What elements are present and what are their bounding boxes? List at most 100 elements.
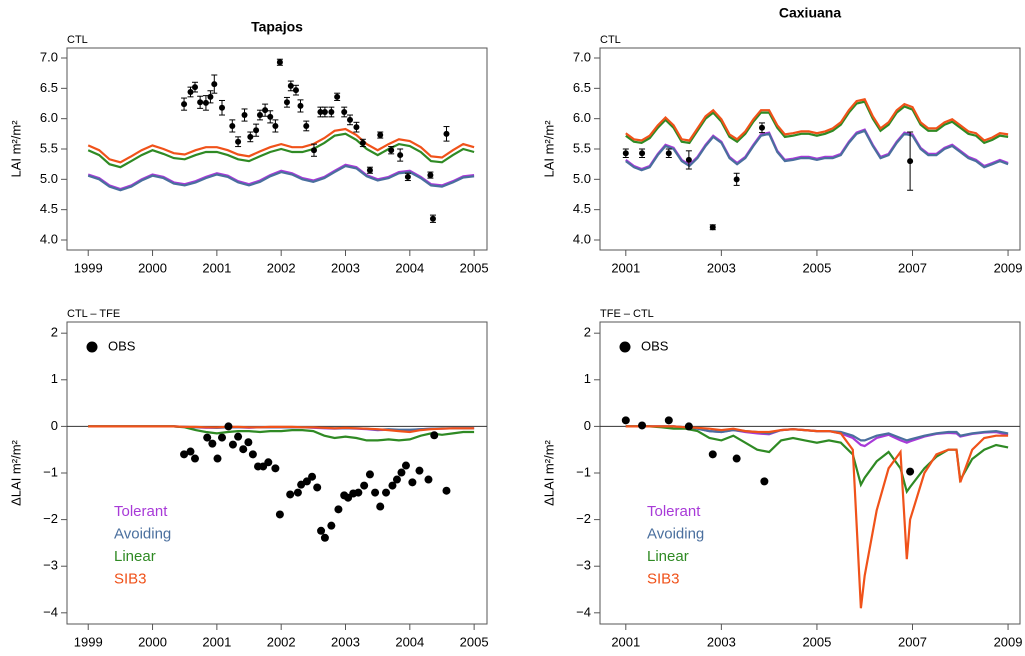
- obs-point: [638, 421, 647, 430]
- obs-point: [302, 477, 311, 486]
- obs-point: [248, 450, 257, 459]
- series-line: [87, 163, 475, 191]
- obs-point: [321, 108, 328, 115]
- obs-point: [181, 101, 188, 108]
- obs-point: [247, 133, 254, 140]
- panel-label: CTL: [600, 34, 621, 46]
- obs-point: [328, 108, 335, 115]
- panel-label: CTL: [67, 34, 88, 46]
- obs-point: [341, 108, 348, 115]
- obs-point: [366, 167, 373, 174]
- obs-point: [377, 132, 384, 139]
- obs-point: [239, 445, 248, 454]
- y-tick-label: 2: [584, 325, 591, 340]
- x-tick-label: 2004: [395, 260, 424, 275]
- obs-point: [208, 439, 217, 448]
- obs-point: [241, 112, 248, 119]
- y-axis-label: ΔLAI m²/m²: [541, 439, 556, 505]
- x-tick-label: 2000: [138, 260, 167, 275]
- y-tick-label: −1: [576, 464, 591, 479]
- obs-point: [397, 468, 406, 477]
- x-tick-label: 2003: [707, 634, 736, 649]
- y-axis-label: LAI m²/m²: [8, 120, 23, 178]
- obs-point: [207, 93, 214, 100]
- obs-point: [276, 59, 283, 66]
- obs-point: [275, 510, 284, 519]
- obs-point: [429, 215, 436, 222]
- obs-point: [283, 99, 290, 106]
- y-tick-label: −2: [576, 511, 591, 526]
- legend-label: Tolerant: [647, 503, 701, 520]
- y-tick-label: −3: [576, 558, 591, 573]
- y-tick-label: 0: [584, 418, 591, 433]
- y-tick-label: −1: [43, 464, 58, 479]
- obs-point: [758, 124, 765, 131]
- x-tick-label: 2004: [395, 634, 424, 649]
- series-line: [625, 100, 1009, 145]
- legend-marker: [619, 341, 631, 353]
- obs-point: [262, 107, 269, 114]
- obs-point: [354, 488, 363, 497]
- legend-label: SIB3: [114, 570, 147, 587]
- x-tick-label: 2001: [202, 260, 231, 275]
- panel-label: CTL – TFE: [67, 308, 120, 320]
- y-tick-label: 6.5: [40, 80, 58, 95]
- obs-point: [303, 122, 310, 129]
- obs-point: [709, 224, 716, 231]
- x-tick-label: 2003: [331, 634, 360, 649]
- legend-label: OBS: [108, 338, 136, 353]
- obs-point: [228, 440, 237, 449]
- obs-point: [685, 156, 692, 163]
- x-tick-label: 2005: [802, 634, 831, 649]
- obs-point: [264, 458, 273, 467]
- x-tick-label: 2009: [994, 260, 1023, 275]
- y-axis-label: ΔLAI m²/m²: [8, 439, 23, 505]
- obs-point: [203, 433, 212, 442]
- obs-point: [286, 490, 295, 499]
- obs-point: [382, 488, 391, 497]
- y-axis-label: LAI m²/m²: [541, 120, 556, 178]
- obs-point: [202, 99, 209, 106]
- obs-point: [359, 139, 366, 146]
- y-tick-label: 7.0: [573, 49, 591, 64]
- obs-point: [272, 122, 279, 129]
- obs-point: [297, 102, 304, 109]
- x-tick-label: 2005: [460, 260, 489, 275]
- obs-point: [191, 84, 198, 91]
- y-tick-label: 6.0: [40, 110, 58, 125]
- panel-label: TFE – CTL: [600, 308, 654, 320]
- obs-point: [320, 533, 329, 542]
- obs-point: [327, 521, 336, 530]
- obs-point: [287, 82, 294, 89]
- obs-point: [388, 481, 397, 490]
- y-tick-label: 7.0: [40, 49, 58, 64]
- panel-title: Tapajos: [251, 19, 303, 35]
- series-line: [625, 98, 1009, 142]
- obs-point: [213, 454, 222, 463]
- obs-point: [424, 475, 433, 484]
- y-tick-label: 1: [51, 371, 58, 386]
- obs-point: [376, 502, 385, 511]
- x-tick-label: 1999: [74, 260, 103, 275]
- obs-point: [187, 88, 194, 95]
- obs-point: [907, 158, 914, 165]
- y-tick-label: 1: [584, 371, 591, 386]
- legend-marker: [86, 341, 98, 353]
- x-tick-label: 2002: [267, 260, 296, 275]
- obs-point: [253, 127, 260, 134]
- obs-point: [388, 147, 395, 154]
- obs-point: [371, 488, 380, 497]
- obs-point: [313, 483, 322, 492]
- y-tick-label: 4.5: [573, 201, 591, 216]
- x-tick-label: 2003: [331, 260, 360, 275]
- legend-label: Avoiding: [647, 525, 704, 542]
- x-tick-label: 2003: [707, 260, 736, 275]
- legend-label: Tolerant: [114, 503, 168, 520]
- x-tick-label: 2007: [898, 634, 927, 649]
- obs-point: [760, 477, 769, 486]
- obs-point: [218, 433, 227, 442]
- obs-point: [708, 450, 717, 459]
- x-tick-label: 2000: [138, 634, 167, 649]
